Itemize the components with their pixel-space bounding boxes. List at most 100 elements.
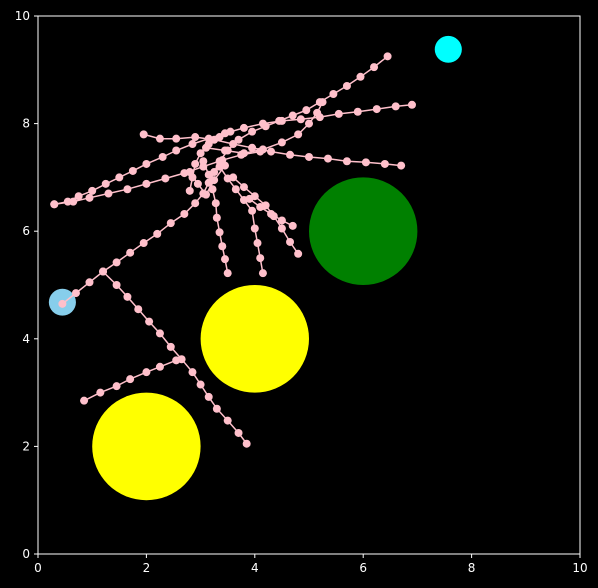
obstacles-layer [92,177,418,501]
tree-node-point [353,107,362,116]
tree-node-point [185,186,194,195]
tree-node-point [172,146,181,155]
tree-node-point [294,249,303,258]
obstacle-circle [92,392,201,501]
tree-node-point [212,213,221,222]
goal-marker [434,35,462,63]
x-tick-label: 2 [143,561,151,575]
tree-node-point [123,292,132,301]
tree-node-point [185,168,194,177]
tree-node-point [356,72,365,81]
tree-node-point [250,224,259,233]
tree-node-point [215,228,224,237]
tree-node-point [302,106,311,115]
tree-node-point [323,154,332,163]
axes-layer: 0 2 4 6 8 10 0 2 4 6 8 10 [15,9,588,575]
tree-node-point [234,428,243,437]
tree-node-point [202,190,211,199]
y-tick-label: 6 [22,224,30,238]
tree-node-point [239,123,248,132]
tree-node-point [239,149,248,158]
tree-node-point [391,102,400,111]
tree-node-point [248,127,257,136]
y-tick-label: 2 [22,439,30,453]
tree-node-point [256,202,265,211]
tree-node-point [58,299,67,308]
tree-node-point [134,305,143,314]
tree-node-point [193,179,202,188]
tree-node-point [234,135,243,144]
tree-node-point [166,219,175,228]
tree-node-point [329,90,338,99]
obstacle-circle [200,285,309,393]
tree-node-point [161,174,170,183]
tree-node-point [242,439,251,448]
tree-node-point [380,159,389,168]
tree-node-point [229,173,238,182]
tree-node-point [288,111,297,120]
tree-node-point [342,157,351,166]
tree-node-point [112,281,121,289]
tree-node-point [305,119,313,128]
tree-node-point [215,133,224,142]
tree-node-point [277,138,286,147]
tree-node-point [196,380,205,389]
tree-node-point [188,140,197,149]
tree-node-point [142,159,151,168]
tree-node-point [180,209,189,218]
tree-node-point [258,269,267,278]
tree-node-point [397,161,406,170]
tree-node-point [407,100,416,109]
tree-node-point [231,185,240,194]
y-tick-label: 10 [15,9,30,23]
tree-node-point [248,206,257,215]
tree-node-point [223,416,232,425]
tree-node-point [126,248,135,257]
tree-node-point [112,382,121,391]
tree-node-point [220,255,229,264]
tree-node-point [370,63,379,72]
tree-node-point [245,194,254,203]
tree-node-point [104,189,113,198]
tree-node-point [123,185,132,194]
tree-node-point [342,81,351,90]
tree-node-point [286,150,295,159]
tree-node-point [85,278,94,287]
tree-node-point [204,392,213,401]
tree-node-point [158,152,167,161]
tree-node-point [145,317,154,326]
tree-node-point [226,127,235,136]
tree-node-point [313,108,322,117]
y-tick-label: 8 [22,117,30,131]
tree-node-point [239,183,248,192]
tree-node-point [218,242,227,251]
tree-node-point [361,158,370,167]
x-tick-label: 6 [359,561,367,575]
tree-node-point [85,193,94,202]
tree-node-point [277,216,286,225]
tree-node-point [220,161,229,170]
tree-node-point [139,239,148,248]
tree-node-point [153,229,162,238]
tree-node-point [212,404,221,413]
tree-node-point [258,119,267,128]
tree-node-point [191,159,200,168]
tree-node-point [88,186,97,195]
tree-node-point [229,140,238,149]
tree-node-point [80,396,89,405]
tree-node-point [277,116,286,125]
tree-paths-layer [50,52,416,448]
tree-node-point [142,368,151,377]
tree-node-point [155,134,164,143]
tree-node-point [74,192,83,201]
obstacle-circle [309,177,418,285]
x-tick-label: 0 [34,561,42,575]
x-tick-label: 8 [468,561,476,575]
tree-node-point [277,224,286,233]
tree-node-point [223,269,232,278]
tree-node-point [191,133,200,142]
tree-node-point [220,146,229,155]
tree-node-point [96,388,105,397]
tree-node-point [204,170,213,179]
